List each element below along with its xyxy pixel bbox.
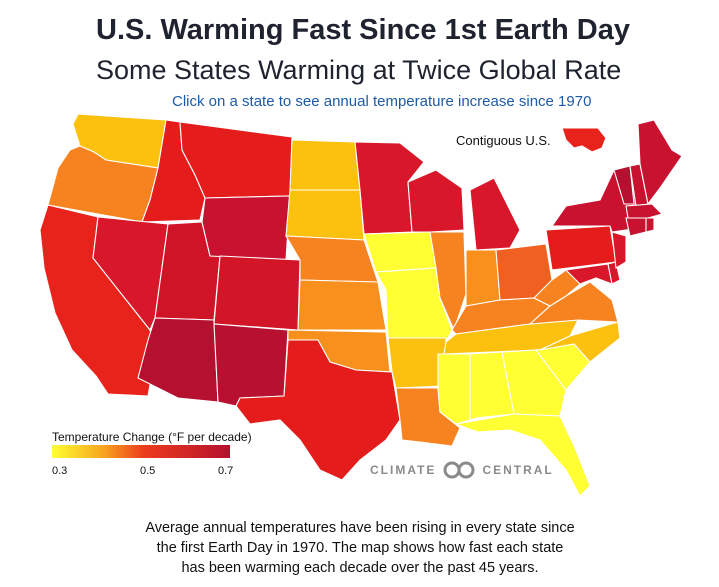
caption: Average annual temperatures have been ri…	[100, 518, 620, 578]
page-title: U.S. Warming Fast Since 1st Earth Day	[96, 14, 630, 46]
contiguous-us-icon[interactable]	[561, 127, 607, 153]
caption-line: Average annual temperatures have been ri…	[145, 520, 575, 536]
state-vermont[interactable]	[613, 165, 635, 205]
caption-line: the first Earth Day in 1970. The map sho…	[156, 540, 564, 556]
state-nevada[interactable]	[92, 216, 169, 332]
caption-line: has been warming each decade over the pa…	[181, 560, 539, 576]
state-arkansas[interactable]	[387, 337, 447, 389]
state-iowa[interactable]	[363, 231, 437, 273]
state-new-mexico[interactable]	[213, 323, 289, 407]
legend-color-bar	[52, 445, 230, 458]
logo-text-right: CENTRAL	[482, 463, 554, 477]
state-massachusetts[interactable]	[625, 203, 664, 219]
state-nebraska[interactable]	[285, 235, 379, 283]
state-michigan[interactable]	[469, 177, 521, 251]
state-wyoming[interactable]	[201, 195, 291, 261]
page-subtitle: Some States Warming at Twice Global Rate	[96, 55, 622, 85]
state-pennsylvania[interactable]	[545, 225, 617, 271]
state-connecticut[interactable]	[625, 217, 647, 237]
state-maryland[interactable]	[564, 263, 613, 285]
us-states-map[interactable]	[0, 112, 719, 512]
state-maine[interactable]	[637, 119, 683, 206]
state-wisconsin[interactable]	[407, 169, 465, 233]
state-tennessee[interactable]	[443, 319, 579, 355]
state-indiana[interactable]	[465, 249, 501, 307]
state-kansas[interactable]	[297, 279, 387, 331]
state-north-dakota[interactable]	[289, 139, 361, 191]
state-mississippi[interactable]	[437, 353, 471, 425]
legend-tick-mid: 0.5	[140, 465, 156, 477]
state-north-carolina[interactable]	[539, 321, 621, 363]
state-rhode-island[interactable]	[645, 217, 655, 233]
logo-text-left: CLIMATE	[370, 463, 437, 477]
state-texas[interactable]	[235, 339, 401, 481]
state-alabama[interactable]	[469, 351, 515, 421]
legend-tick-high: 0.7	[218, 465, 234, 477]
state-new-jersey[interactable]	[611, 231, 627, 269]
legend-tick-low: 0.3	[52, 465, 68, 477]
click-instruction-text: Click on a state to see annual temperatu…	[172, 93, 592, 110]
legend-title: Temperature Change (°F per decade)	[52, 430, 252, 444]
state-florida[interactable]	[453, 413, 591, 497]
state-colorado[interactable]	[213, 255, 301, 331]
logo-rings-icon	[443, 461, 475, 479]
state-south-dakota[interactable]	[285, 189, 365, 241]
state-georgia[interactable]	[501, 349, 567, 417]
climate-central-logo: CLIMATE CENTRAL	[370, 461, 554, 479]
contiguous-us-label[interactable]: Contiguous U.S.	[456, 133, 551, 148]
